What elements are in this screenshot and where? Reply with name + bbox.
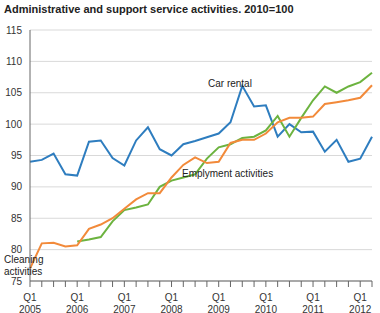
html-text:Cleaning activities: Cleaning activities [4,254,44,277]
svg-text:80: 80 [11,244,23,255]
html-text:Administrative and support ser: Administrative and support service activ… [4,3,294,15]
svg-text:110: 110 [8,56,22,67]
html-text:Emplyment activities: Emplyment activities [182,168,274,179]
svg-text:105: 105 [8,87,22,98]
svg-text:Q12007: Q12007 [113,292,136,313]
svg-text:75: 75 [11,276,23,287]
svg-text:85: 85 [11,213,23,224]
svg-text:115: 115 [8,25,22,36]
svg-text:Q12005: Q12005 [19,292,42,313]
svg-text:100: 100 [8,119,22,130]
svg-text:Q12010: Q12010 [255,292,278,313]
svg-text:Q12006: Q12006 [66,292,89,313]
svg-text:Q12012: Q12012 [349,292,372,313]
html-text:Car rental: Car rental [208,78,252,89]
svg-text:Q12009: Q12009 [208,292,231,313]
svg-text:Q12008: Q12008 [160,292,183,313]
svg-text:90: 90 [11,181,23,192]
svg-text:95: 95 [11,150,23,161]
svg-text:Q12011: Q12011 [302,292,324,313]
